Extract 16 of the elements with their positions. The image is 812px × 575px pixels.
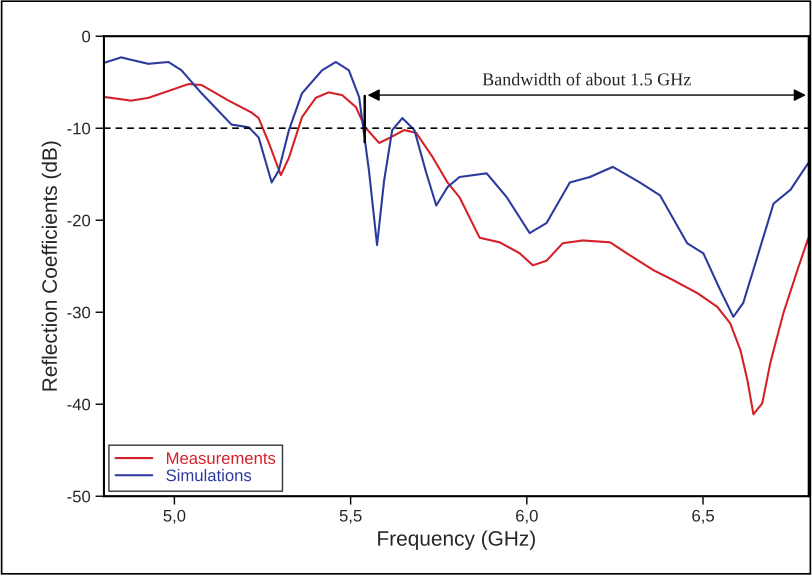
line-series (104, 56, 809, 318)
y-tick-label: 0 (82, 30, 90, 42)
x-tick-label: 5,5 (340, 510, 362, 524)
x-tick-label: 6,5 (692, 510, 714, 524)
x-axis-title: Frequency (GHz) (378, 530, 535, 550)
y-tick-label: -50 (67, 490, 90, 502)
y-tick-label: -10 (67, 122, 90, 134)
annotation: Bandwidth of about 1.5 GHz (482, 72, 691, 86)
x-tick-label: 5,0 (164, 510, 186, 524)
y-tick-label: -30 (67, 306, 90, 318)
legend-label: Simulations (166, 469, 252, 482)
legend-label: Measurements (166, 452, 276, 464)
y-tick-label: -40 (67, 398, 90, 410)
x-tick-label: 6,0 (516, 510, 538, 524)
y-axis-title: Reflection Coefficients (dB) (42, 141, 62, 391)
y-tick-label: -20 (67, 214, 90, 226)
